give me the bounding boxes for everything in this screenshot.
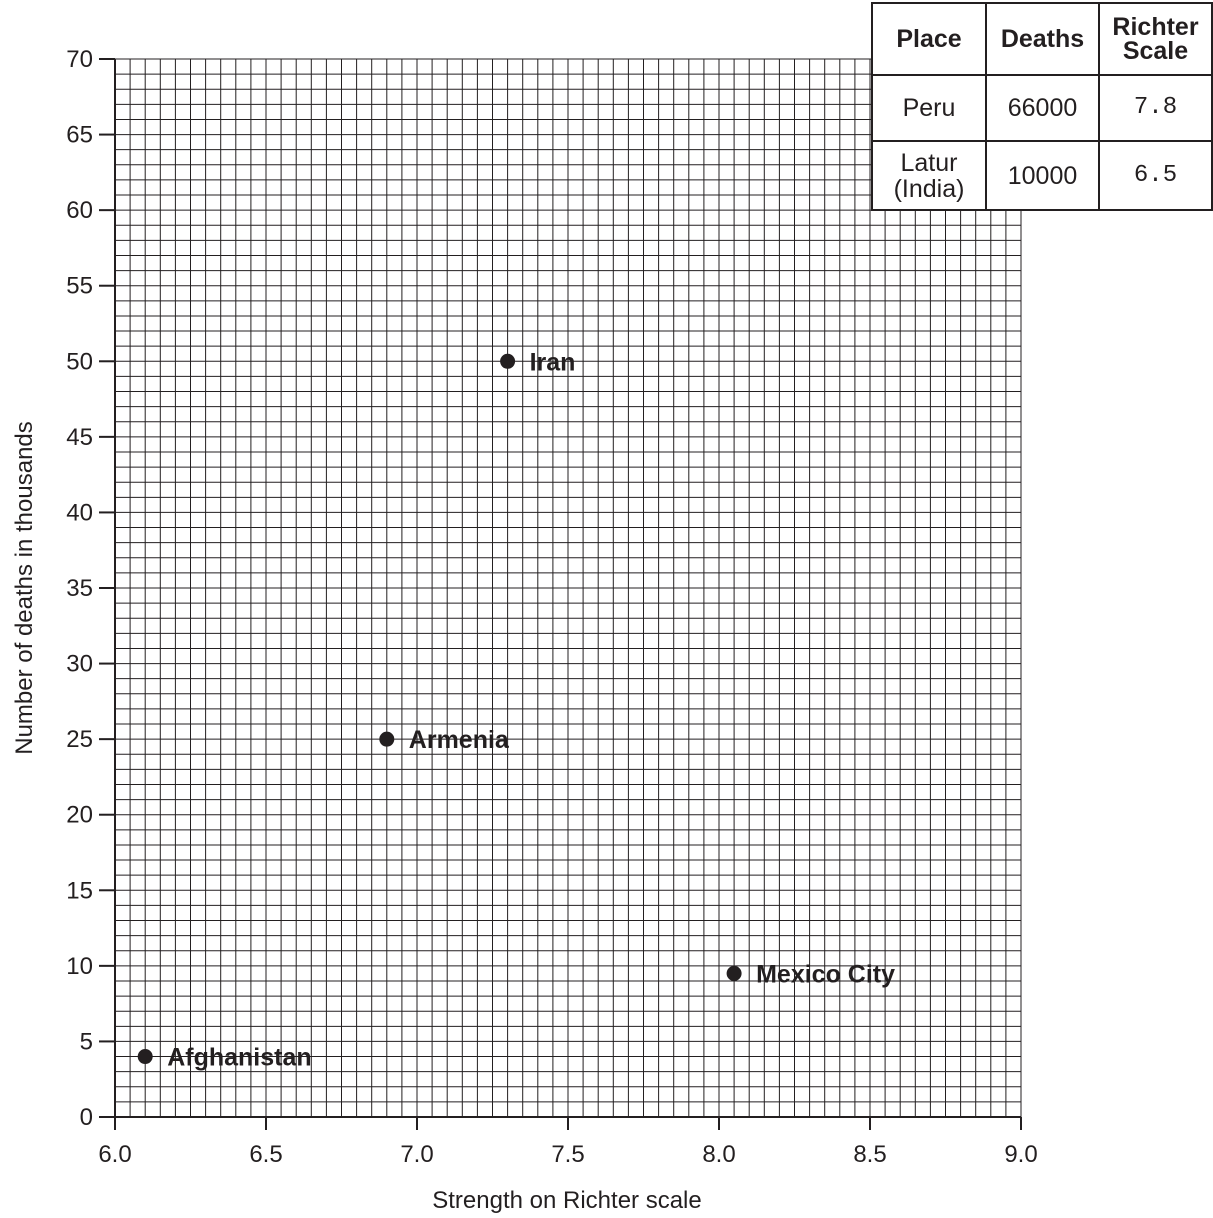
table-header-row: Place Deaths Richter Scale [871, 2, 1213, 76]
y-tick-label: 50 [66, 348, 93, 375]
earthquake-table: Place Deaths Richter Scale Peru 66000 7.… [871, 2, 1213, 211]
chart-points: Iran Armenia Mexico City Afghanistan [137, 348, 895, 1072]
table-cell-place: Peru [871, 74, 987, 142]
y-tick-label: 20 [66, 802, 93, 829]
y-tick-label: 55 [66, 273, 93, 300]
x-tick-label: 8.5 [853, 1141, 886, 1168]
y-tick-label: 15 [66, 877, 93, 904]
y-tick-label: 25 [66, 726, 93, 753]
table-cell-scale: 7.8 [1098, 74, 1213, 142]
chart-grid [114, 58, 1022, 1118]
chart-axes [99, 58, 1022, 1130]
table-row: Latur (India) 10000 6.5 [871, 140, 1213, 211]
table-cell-deaths: 66000 [985, 74, 1100, 142]
table-cell-scale: 6.5 [1098, 140, 1213, 211]
place-text: Latur (India) [893, 148, 965, 203]
header-richter-text: Richter Scale [1112, 13, 1199, 65]
data-point-label: Mexico City [756, 960, 895, 988]
data-point-label: Armenia [409, 726, 510, 754]
y-tick-label: 40 [66, 499, 93, 526]
data-point-label: Afghanistan [167, 1044, 311, 1072]
x-tick-label: 6.0 [98, 1141, 131, 1168]
y-axis-title: Number of deaths in thousands [11, 421, 38, 755]
data-point [137, 1049, 153, 1065]
x-tick-label: 6.5 [249, 1141, 282, 1168]
table-cell-deaths: 10000 [985, 140, 1100, 211]
x-tick-label: 7.0 [400, 1141, 433, 1168]
table-row: Peru 66000 7.8 [871, 74, 1213, 142]
x-axis-title: Strength on Richter scale [432, 1187, 701, 1214]
table-header-richter-scale: Richter Scale [1098, 2, 1213, 76]
y-tick-label: 70 [66, 46, 93, 73]
y-tick-label: 35 [66, 575, 93, 602]
data-point [500, 353, 516, 369]
data-point [379, 731, 395, 747]
y-tick-label: 10 [66, 953, 93, 980]
table-cell-place: Latur (India) [871, 140, 987, 211]
table-header-place: Place [871, 2, 987, 76]
data-point [726, 965, 742, 981]
y-tick-label: 45 [66, 424, 93, 451]
data-point-label: Iran [530, 348, 576, 376]
y-tick-label: 5 [80, 1028, 93, 1055]
y-tick-label: 30 [66, 651, 93, 678]
y-tick-label: 0 [80, 1104, 93, 1131]
table-header-deaths: Deaths [985, 2, 1100, 76]
y-tick-label: 65 [66, 122, 93, 149]
x-tick-label: 8.0 [702, 1141, 735, 1168]
y-tick-label: 60 [66, 197, 93, 224]
x-tick-label: 9.0 [1004, 1141, 1037, 1168]
chart-tick-labels: 0 5 10 15 20 25 30 35 40 45 50 55 60 65 70 6.0 6.5 7.0 7.5… [66, 46, 1037, 1168]
x-tick-label: 7.5 [551, 1141, 584, 1168]
